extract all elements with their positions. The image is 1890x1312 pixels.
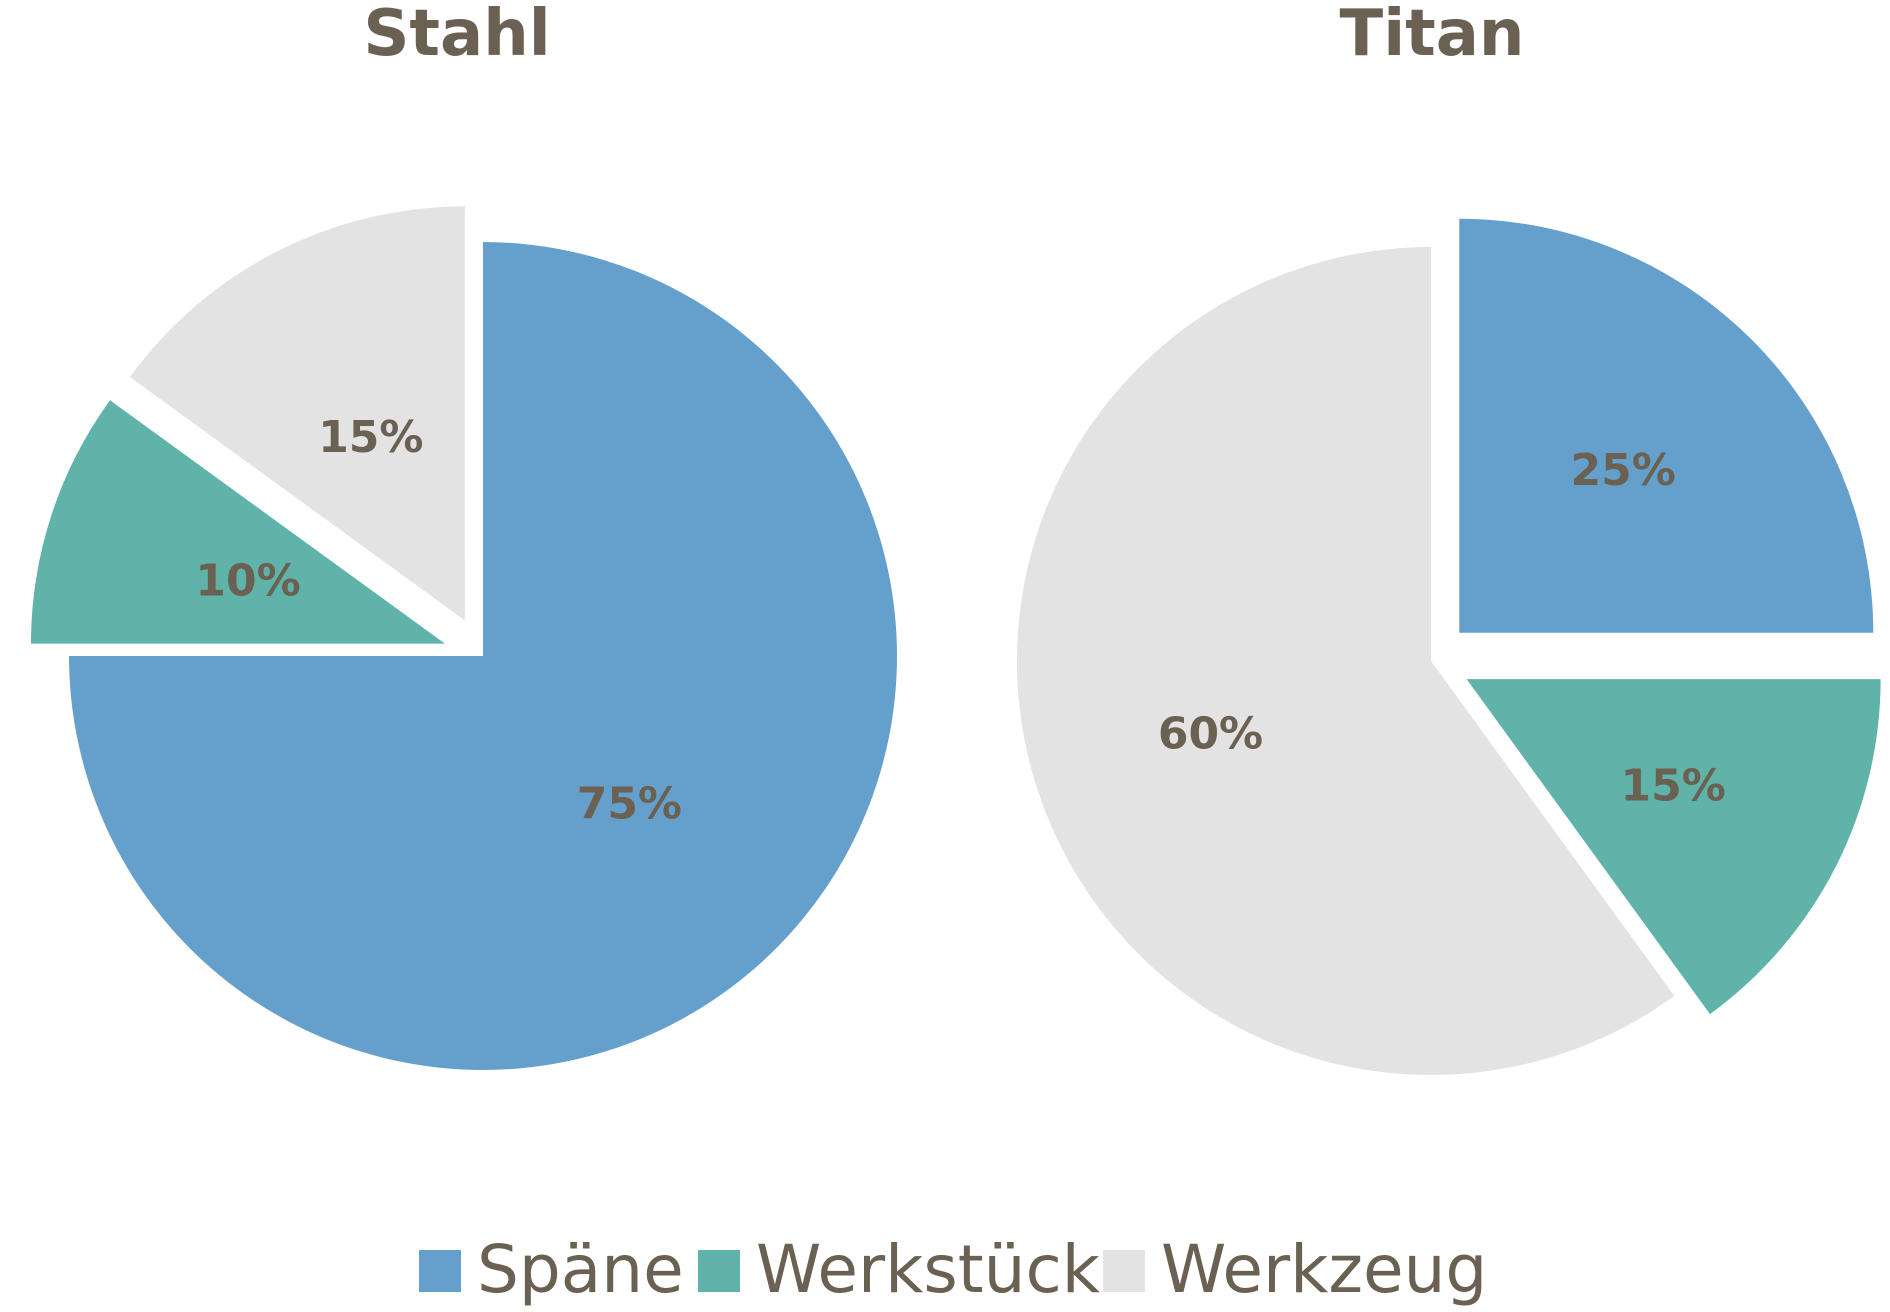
slice-label-titan-werkzeug: 60% (1158, 709, 1263, 760)
legend-swatch-spaene (419, 1250, 461, 1292)
legend-swatch-werkzeug (1103, 1250, 1145, 1292)
pie-slice-stahl-werkzeug (129, 206, 465, 621)
pie-slice-titan-werkstueck (1466, 679, 1881, 1015)
chart-title-stahl: Stahl (363, 0, 550, 71)
chart-title-titan: Titan (1340, 0, 1525, 71)
legend-swatch-werkstueck (698, 1250, 740, 1292)
legend-label-werkzeug: Werkzeug (1161, 1231, 1487, 1308)
pie-slice-stahl-werkstueck (30, 400, 445, 644)
pie-chart-stahl: Stahl 75% 10% 15% (30, 0, 897, 1070)
pie-slice-stahl-spaene (69, 242, 897, 1070)
pie-chart-titan: Titan 25% 15% 60% (1017, 0, 1881, 1076)
legend-label-spaene: Späne (477, 1231, 684, 1308)
slice-label-titan-werkstueck: 15% (1621, 760, 1726, 811)
slice-label-stahl-spaene: 75% (577, 778, 682, 829)
slice-label-stahl-werkstueck: 10% (195, 556, 300, 607)
pie-slice-titan-spaene (1459, 218, 1874, 633)
pie-slice-titan-werkzeug (1017, 247, 1675, 1076)
legend-label-werkstueck: Werkstück (756, 1231, 1101, 1308)
slice-label-titan-spaene: 25% (1571, 445, 1676, 496)
legend: Späne Werkstück Werkzeug (419, 1231, 1487, 1308)
slice-label-stahl-werkzeug: 15% (318, 412, 423, 463)
